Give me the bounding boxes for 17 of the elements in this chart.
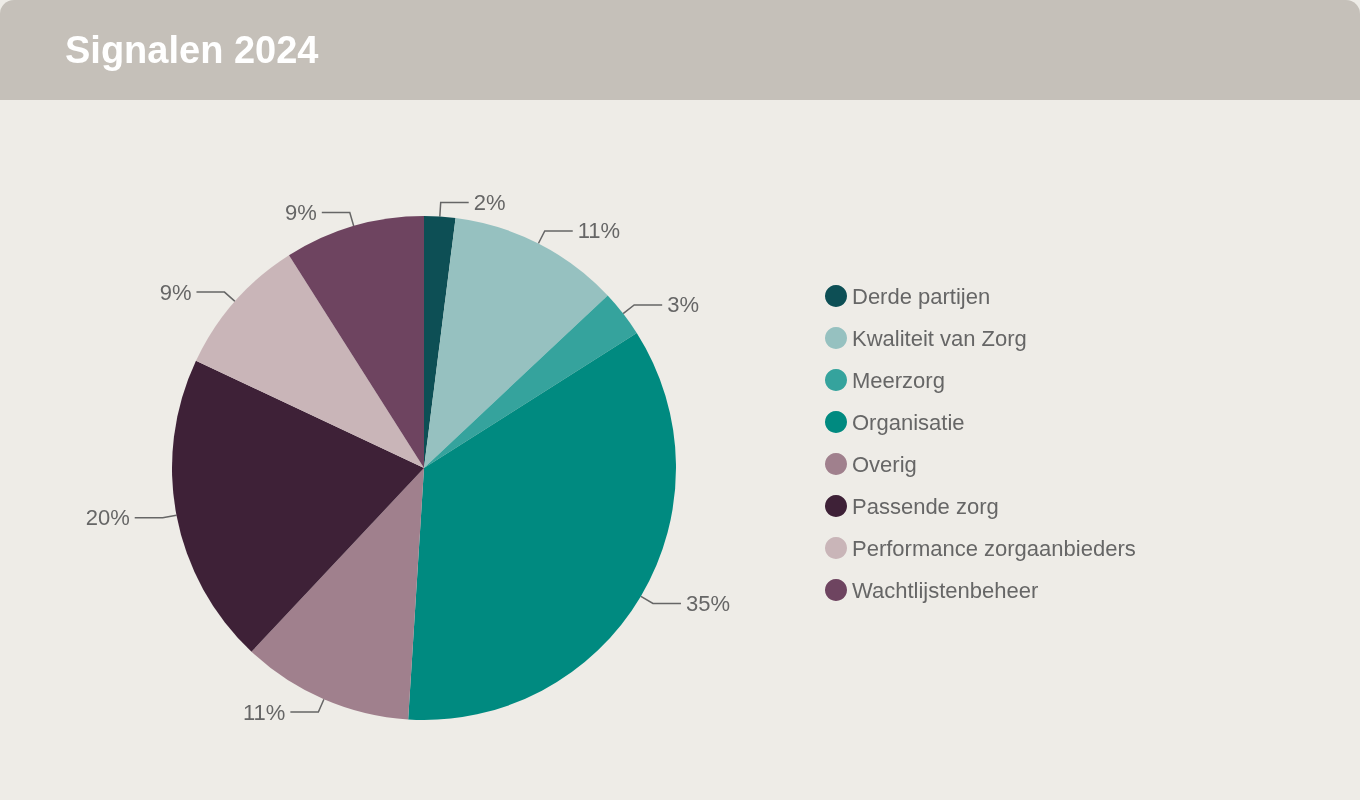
legend-label: Organisatie bbox=[852, 409, 965, 435]
legend-label: Kwaliteit van Zorg bbox=[852, 325, 1027, 351]
data-label: 9% bbox=[284, 200, 317, 226]
chart-title: Signalen 2024 bbox=[65, 29, 319, 71]
legend-label: Performance zorgaanbieders bbox=[852, 535, 1136, 561]
legend-label: Wachtlijstenbeheer bbox=[852, 577, 1039, 603]
legend-label: Passende zorg bbox=[852, 493, 999, 519]
data-label: 20% bbox=[85, 505, 130, 531]
data-label: 2% bbox=[473, 190, 506, 216]
data-label: 11% bbox=[577, 218, 621, 244]
legend-label: Overig bbox=[852, 451, 917, 477]
data-label: 9% bbox=[159, 279, 192, 305]
data-label: 3% bbox=[667, 292, 699, 318]
legend-label: Derde partijen bbox=[852, 283, 991, 309]
data-label: 11% bbox=[242, 699, 286, 725]
legend-label: Meerzorg bbox=[852, 367, 945, 393]
data-label: 35% bbox=[685, 590, 730, 616]
